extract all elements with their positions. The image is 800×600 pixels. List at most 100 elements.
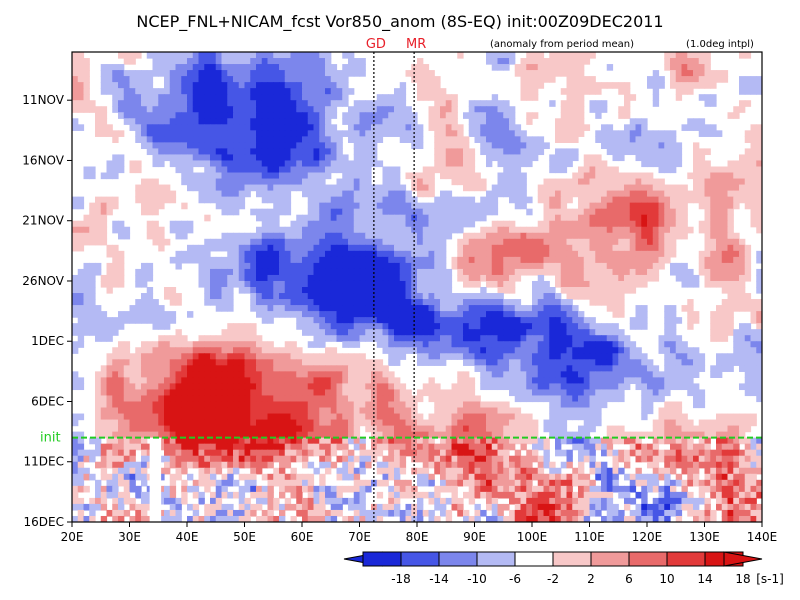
field-cell (359, 293, 366, 300)
field-cell (330, 166, 338, 174)
field-cell (394, 341, 401, 348)
field-cell (721, 238, 729, 246)
field-cell (578, 335, 585, 342)
field-cell (187, 70, 194, 77)
field-cell (451, 262, 458, 270)
field-cell (256, 299, 263, 306)
field-cell (164, 311, 171, 318)
field-cell (687, 268, 694, 276)
field-cell (629, 214, 637, 222)
field-cell (468, 268, 476, 276)
field-cell (175, 359, 182, 366)
field-cell (158, 305, 165, 312)
field-cell (210, 136, 217, 143)
field-cell (411, 311, 418, 318)
field-cell (428, 250, 435, 258)
field-cell (187, 148, 194, 156)
field-cell (267, 136, 274, 143)
field-cell (428, 353, 435, 360)
field-cell (273, 244, 280, 252)
field-cell (555, 335, 562, 342)
field-cell (348, 299, 355, 306)
field-cell (302, 395, 309, 403)
field-cell (325, 335, 332, 342)
field-cell (238, 347, 246, 354)
field-cell (468, 160, 476, 168)
field-cell (273, 305, 280, 312)
field-cell (123, 232, 131, 240)
field-cell (756, 371, 762, 378)
field-cell (256, 58, 263, 65)
field-cell (296, 160, 303, 168)
field-cell (204, 383, 211, 391)
field-cell (497, 262, 504, 270)
field-cell (549, 202, 556, 210)
field-cell (589, 353, 596, 360)
field-cell (112, 76, 119, 83)
field-cell (141, 124, 148, 131)
field-cell (382, 293, 389, 300)
field-cell (319, 208, 326, 216)
field-cell (710, 76, 717, 83)
field-cell (560, 52, 568, 59)
field-cell (273, 190, 280, 198)
field-cell (687, 118, 694, 125)
field-cell (417, 214, 424, 222)
field-cell (583, 280, 591, 288)
field-cell (733, 299, 740, 306)
field-cell (463, 160, 470, 168)
field-cell (210, 106, 217, 113)
field-cell (273, 52, 280, 59)
field-cell (618, 172, 625, 180)
field-cell (612, 130, 619, 137)
field-cell (503, 244, 510, 252)
field-cell (279, 274, 286, 282)
field-cell (595, 256, 602, 264)
field-cell (204, 335, 211, 342)
field-cell (445, 94, 453, 101)
field-cell (95, 323, 102, 330)
field-cell (618, 250, 625, 258)
field-cell (497, 226, 504, 234)
field-cell (698, 82, 706, 89)
field-cell (152, 377, 159, 385)
field-cell (756, 184, 762, 192)
field-cell (612, 202, 619, 210)
field-cell (261, 52, 269, 59)
field-cell (267, 274, 274, 282)
field-cell (342, 383, 349, 391)
field-cell (313, 166, 320, 174)
field-cell (457, 172, 464, 180)
field-cell (629, 196, 637, 204)
field-cell (100, 323, 108, 330)
field-cell (578, 256, 585, 264)
field-cell (100, 112, 108, 119)
field-cell (583, 184, 591, 192)
field-cell (100, 389, 108, 397)
field-cell (514, 335, 522, 342)
field-cell (532, 293, 539, 300)
field-cell (399, 274, 407, 282)
field-cell (664, 371, 671, 378)
field-cell (256, 82, 263, 89)
field-cell (100, 280, 108, 288)
field-cell (681, 214, 688, 222)
field-cell (503, 365, 510, 372)
field-cell (399, 268, 407, 276)
field-cell (267, 118, 274, 125)
field-cell (112, 226, 119, 234)
field-cell (313, 136, 320, 143)
field-cell (175, 148, 182, 156)
field-cell (290, 280, 297, 288)
field-cell (595, 365, 602, 372)
field-cell (348, 274, 355, 282)
field-cell (89, 220, 96, 228)
field-cell (359, 232, 366, 240)
field-cell (612, 335, 619, 342)
field-cell (652, 160, 660, 168)
field-cell (152, 106, 159, 113)
field-cell (204, 118, 211, 125)
field-cell (284, 371, 292, 378)
field-cell (394, 317, 401, 324)
field-cell (164, 184, 171, 192)
